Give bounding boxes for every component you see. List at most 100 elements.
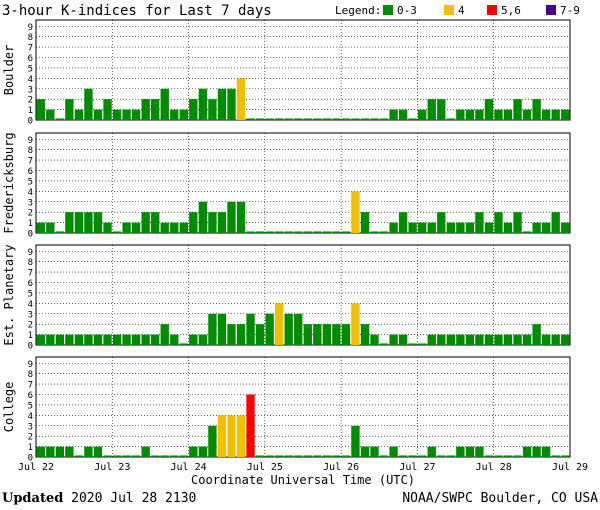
y-tick-3-5: 5 — [28, 401, 33, 411]
bar-1-28 — [303, 231, 312, 233]
y-tick-1-9: 9 — [28, 136, 33, 146]
x-tick-1: Jul 23 — [94, 462, 130, 473]
bar-1-44 — [456, 222, 465, 233]
y-tick-2-5: 5 — [28, 289, 33, 299]
bar-3-43 — [446, 455, 455, 457]
bar-3-24 — [265, 455, 274, 457]
bar-3-47 — [484, 455, 494, 457]
bar-1-20 — [227, 201, 236, 233]
bar-1-23 — [255, 231, 265, 233]
bar-3-42 — [437, 455, 446, 457]
bar-2-48 — [494, 334, 503, 345]
bar-0-35 — [370, 118, 379, 120]
bar-3-2 — [55, 446, 65, 457]
bar-0-25 — [274, 118, 284, 120]
bar-3-4 — [74, 455, 84, 457]
bar-0-36 — [379, 118, 389, 120]
legend-swatch-1 — [444, 5, 454, 15]
bar-3-31 — [332, 455, 341, 457]
bar-0-9 — [122, 109, 131, 120]
bar-0-29 — [313, 118, 322, 120]
updated-label: Updated — [2, 491, 64, 506]
bar-2-55 — [561, 334, 570, 345]
bar-0-37 — [389, 109, 398, 120]
bar-3-39 — [408, 455, 417, 457]
footer: Updated 2020 Jul 28 2130 NOAA/SWPC Bould… — [0, 490, 600, 510]
y-tick-3-9: 9 — [28, 360, 33, 370]
k-index-chart: 3-hour K-indices for Last 7 days Legend: 0… — [2, 3, 588, 487]
chart-title: 3-hour K-indices for Last 7 days — [2, 3, 272, 19]
bar-1-7 — [103, 222, 112, 233]
y-tick-1-3: 3 — [28, 198, 33, 208]
bar-3-12 — [151, 455, 160, 457]
bar-0-12 — [151, 99, 160, 120]
bar-3-6 — [93, 446, 103, 457]
y-tick-0-7: 7 — [28, 44, 33, 54]
bar-1-19 — [217, 212, 227, 233]
bar-0-43 — [446, 118, 455, 120]
y-tick-2-3: 3 — [28, 310, 33, 320]
bar-3-55 — [561, 455, 570, 457]
bar-3-52 — [532, 446, 541, 457]
y-tick-1-0: 0 — [28, 230, 33, 240]
bar-1-41 — [427, 222, 436, 233]
bar-2-25 — [274, 303, 284, 345]
bar-0-38 — [398, 109, 408, 120]
bar-0-53 — [541, 109, 551, 120]
bar-3-25 — [274, 455, 284, 457]
bar-0-26 — [284, 118, 293, 120]
bar-1-35 — [370, 231, 379, 233]
bar-2-15 — [179, 343, 188, 345]
y-tick-2-1: 1 — [28, 331, 33, 341]
bar-1-6 — [93, 212, 103, 233]
y-tick-3-6: 6 — [28, 391, 33, 401]
updated-time: 2020 Jul 28 2130 — [71, 491, 197, 506]
y-tick-1-4: 4 — [28, 188, 33, 198]
bar-1-34 — [360, 212, 370, 233]
bar-3-7 — [103, 455, 112, 457]
bar-0-2 — [55, 118, 65, 120]
bar-3-35 — [370, 446, 379, 457]
bar-3-18 — [208, 425, 217, 457]
bar-1-14 — [170, 222, 179, 233]
bar-2-20 — [227, 324, 236, 345]
bar-1-42 — [437, 212, 446, 233]
bar-3-37 — [389, 446, 398, 457]
bar-2-7 — [103, 334, 112, 345]
bar-0-24 — [265, 118, 274, 120]
bar-0-40 — [418, 109, 427, 120]
bar-2-33 — [351, 303, 360, 345]
bar-2-32 — [341, 324, 351, 345]
bar-1-38 — [398, 212, 408, 233]
legend-title: Legend: — [335, 4, 381, 17]
bar-1-17 — [198, 201, 208, 233]
bar-2-36 — [379, 343, 389, 345]
bar-1-46 — [475, 212, 484, 233]
bar-1-40 — [418, 222, 427, 233]
bar-0-48 — [494, 109, 503, 120]
bar-2-22 — [246, 313, 255, 345]
y-tick-3-0: 0 — [28, 454, 33, 464]
bar-2-44 — [456, 334, 465, 345]
legend-label-0: 0-3 — [397, 4, 417, 17]
bar-1-54 — [551, 212, 560, 233]
bar-2-9 — [122, 334, 131, 345]
y-tick-2-4: 4 — [28, 300, 33, 310]
bar-3-53 — [541, 446, 551, 457]
data-source: NOAA/SWPC Boulder, CO USA — [402, 491, 598, 506]
bar-0-16 — [189, 99, 198, 120]
bar-1-51 — [522, 231, 532, 233]
bar-0-27 — [294, 118, 303, 120]
legend-label-1: 4 — [458, 4, 465, 17]
bar-2-54 — [551, 334, 560, 345]
y-tick-3-1: 1 — [28, 443, 33, 453]
panel-label-3: College — [2, 382, 16, 433]
bar-0-0 — [36, 99, 45, 120]
bar-3-30 — [322, 455, 332, 457]
bar-3-41 — [427, 446, 436, 457]
bar-3-54 — [551, 455, 560, 457]
bar-3-32 — [341, 455, 351, 457]
bar-2-47 — [484, 334, 494, 345]
y-tick-0-3: 3 — [28, 85, 33, 95]
bar-3-3 — [65, 446, 74, 457]
